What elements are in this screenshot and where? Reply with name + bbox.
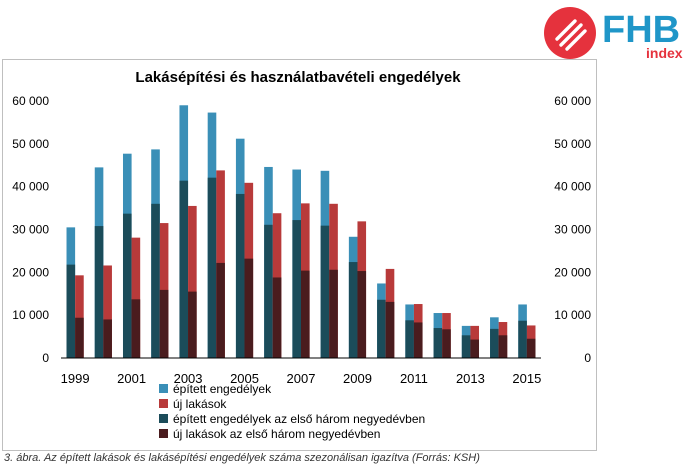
bar-epitett-engedelyek-q1-3	[377, 299, 386, 358]
x-tick-label: 2011	[400, 371, 428, 386]
bar-epitett-engedelyek-q1-3	[405, 320, 414, 358]
x-tick-label: 2015	[512, 371, 541, 386]
y-tick-label-right: 10 000	[554, 308, 591, 322]
bar-epitett-engedelyek-q1-3	[518, 320, 527, 358]
bar-epitett-engedelyek-q1-3	[348, 262, 358, 358]
y-tick-label-right: 30 000	[554, 223, 591, 237]
bar-epitett-engedelyek-q1-3	[490, 328, 499, 358]
bar-uj-lakasok-q1-3	[442, 329, 451, 358]
bar-uj-lakasok-q1-3	[385, 301, 395, 358]
bar-epitett-engedelyek-q1-3	[264, 224, 273, 358]
y-axis-left: 0 10 000 20 000 30 000 40 000 50 000 60 000	[12, 94, 49, 365]
legend-swatch	[159, 384, 168, 393]
chart: Lakásépítési és használatbavételi engedé…	[12, 69, 591, 441]
bar-epitett-engedelyek-q1-3	[94, 226, 104, 358]
chart-frame: Lakásépítési és használatbavételi engedé…	[2, 59, 597, 451]
bar-uj-lakasok	[131, 237, 141, 358]
figure-caption: 3. ábra. Az épített lakások és lakásépít…	[4, 452, 480, 464]
bar-epitett-engedelyek-q1-3	[122, 213, 132, 358]
chart-title: Lakásépítési és használatbavételi engedé…	[135, 69, 461, 86]
x-tick-label: 2007	[287, 371, 316, 386]
bar-epitett-engedelyek-q1-3	[235, 193, 245, 358]
bars	[66, 105, 536, 359]
y-tick-label-left: 60 000	[12, 94, 49, 108]
legend-label: épített engedélyek az első három negyedé…	[173, 412, 425, 426]
bar-uj-lakasok-q1-3	[470, 339, 480, 358]
bar-epitett-engedelyek-q1-3	[179, 180, 189, 358]
bar-epitett-engedelyek-q1-3	[292, 220, 301, 358]
bar-uj-lakasok	[75, 275, 84, 358]
bar-uj-lakasok-q1-3	[216, 262, 225, 358]
y-tick-label-left: 40 000	[12, 180, 49, 194]
bar-uj-lakasok-q1-3	[329, 269, 338, 358]
bar-uj-lakasok-q1-3	[159, 289, 169, 358]
x-axis: 1999 2001 2003 2005 2007 2009 2011 2013 2015	[61, 371, 542, 386]
legend-label: új lakások az első három negyedévben	[173, 427, 380, 441]
bar-uj-lakasok-q1-3	[75, 317, 84, 358]
bar-uj-lakasok	[103, 265, 112, 358]
y-axis-right: 0 10 000 20 000 30 000 40 000 50 000 60 000	[554, 94, 591, 365]
y-tick-label-left: 10 000	[12, 308, 49, 322]
x-tick-label: 2001	[117, 371, 146, 386]
bar-uj-lakasok-q1-3	[413, 322, 423, 358]
x-tick-label: 2003	[174, 371, 203, 386]
striped-circle-logo-icon	[544, 7, 596, 59]
legend-label: épített engedélyek	[173, 382, 272, 396]
legend-swatch	[159, 429, 168, 438]
bar-uj-lakasok-q1-3	[301, 270, 310, 358]
x-tick-label: 1999	[61, 371, 90, 386]
bar-uj-lakasok-q1-3	[498, 335, 508, 358]
y-tick-label-left: 20 000	[12, 265, 49, 279]
bar-uj-lakasok	[188, 205, 197, 358]
bar-uj-lakasok-q1-3	[357, 271, 367, 358]
bar-uj-lakasok-q1-3	[526, 338, 536, 358]
bar-epitett-engedelyek-q1-3	[66, 264, 76, 358]
legend-swatch	[159, 414, 168, 423]
bar-epitett-engedelyek-q1-3	[151, 203, 160, 358]
bar-epitett-engedelyek-q1-3	[433, 328, 443, 358]
x-tick-label: 2013	[456, 371, 485, 386]
bar-uj-lakasok-q1-3	[244, 258, 254, 358]
y-tick-label-left: 50 000	[12, 137, 49, 151]
y-tick-label-left: 0	[42, 351, 49, 365]
y-tick-label-right: 0	[584, 351, 591, 365]
bar-uj-lakasok-q1-3	[131, 299, 141, 358]
bar-uj-lakasok-q1-3	[272, 277, 282, 358]
y-tick-label-left: 30 000	[12, 223, 49, 237]
bar-epitett-engedelyek-q1-3	[461, 335, 471, 358]
brand-sub: index	[646, 45, 683, 61]
legend-label: új lakások	[173, 397, 227, 411]
y-tick-label-right: 50 000	[554, 137, 591, 151]
x-tick-label: 2009	[343, 371, 372, 386]
y-tick-label-right: 60 000	[554, 94, 591, 108]
brand-name: FHB	[602, 9, 680, 51]
fhb-index-logo: FHB index	[544, 7, 683, 61]
legend-swatch	[159, 399, 168, 408]
y-tick-label-right: 20 000	[554, 265, 591, 279]
bar-epitett-engedelyek-q1-3	[207, 177, 217, 358]
y-tick-label-right: 40 000	[554, 180, 591, 194]
bar-uj-lakasok-q1-3	[188, 291, 197, 358]
bar-epitett-engedelyek-q1-3	[320, 225, 330, 358]
bar-uj-lakasok-q1-3	[103, 319, 112, 358]
x-tick-label: 2005	[230, 371, 259, 386]
